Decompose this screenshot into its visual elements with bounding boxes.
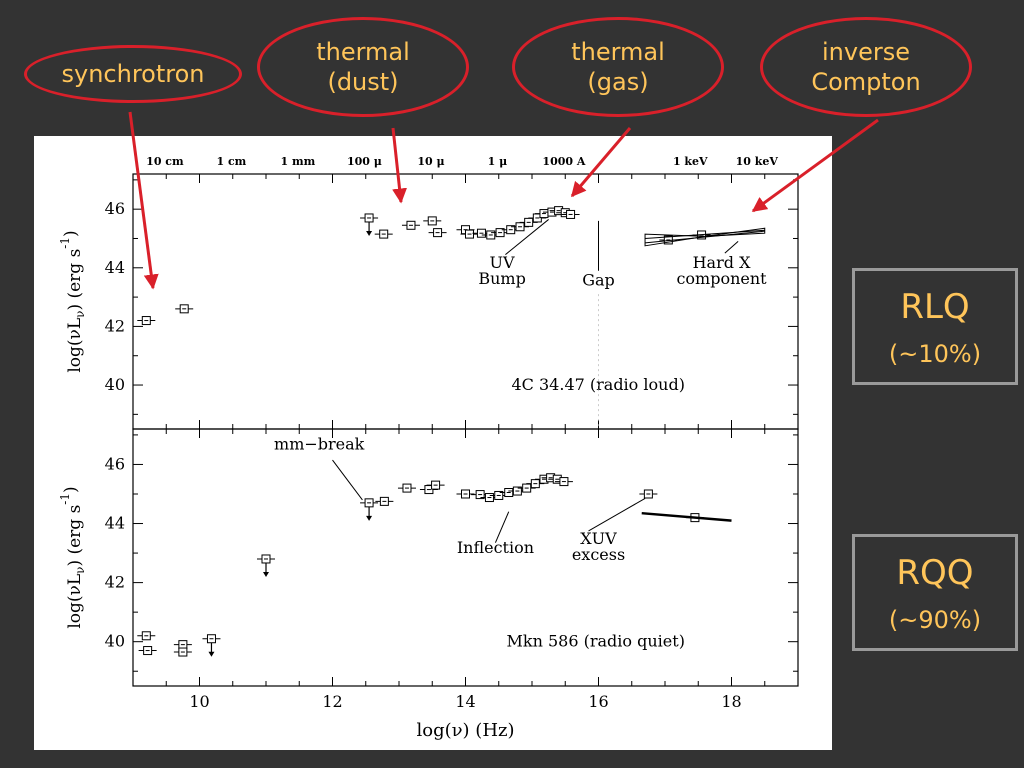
- upper-limit-arrowhead: [366, 230, 373, 236]
- y-tick-label: 44: [105, 514, 125, 533]
- top-axis-label: 1 mm: [281, 155, 316, 168]
- rlq-label-box: RLQ (~10%): [852, 268, 1018, 385]
- callout-inverse-compton: inverse Compton: [760, 17, 972, 117]
- x-axis-label: log(ν) (Hz): [416, 720, 514, 741]
- xuv-leader: [588, 497, 646, 532]
- panel-2-name: Mkn 586 (radio quiet): [507, 632, 685, 651]
- x-tick-label: 12: [322, 692, 342, 711]
- rqq-label-box: RQQ (~90%): [852, 534, 1018, 651]
- callout-thermal-gas: thermal (gas): [512, 17, 724, 117]
- top-axis-label: 10 keV: [736, 155, 779, 168]
- callout-thermal-dust: thermal (dust): [257, 17, 469, 117]
- callout-synchrotron-line-1: synchrotron: [61, 60, 205, 88]
- annotation-2-3: excess: [572, 545, 625, 564]
- xray-bowtie-mid2: [645, 229, 765, 239]
- rlq-fraction: (~10%): [888, 340, 982, 368]
- top-axis-label: 1 cm: [217, 155, 247, 168]
- top-axis-label: 1 keV: [673, 155, 708, 168]
- rqq-fraction: (~90%): [888, 606, 982, 634]
- annotation-1-3: component: [676, 269, 767, 288]
- panel-frame-1: [132, 173, 799, 430]
- xray-bowtie-mid: [645, 230, 765, 244]
- callout-synchrotron: synchrotron: [24, 45, 242, 103]
- callout-inverse-compton-line-2: Compton: [811, 68, 921, 96]
- annotation-2-1: mm−break: [274, 435, 365, 454]
- top-axis-label: 1000 A: [542, 155, 585, 168]
- uv-bump-leader: [505, 219, 549, 255]
- top-axis-label: 1 μ: [488, 155, 508, 168]
- panel-frame-2: [132, 428, 799, 687]
- x-tick-label: 16: [588, 692, 608, 711]
- callout-thermal-gas-line-2: (gas): [587, 68, 649, 96]
- y-axis-label-2: log(νLν) (erg s-1): [58, 486, 87, 628]
- upper-limit-arrowhead: [208, 651, 215, 657]
- callout-thermal-gas-line-1: thermal: [571, 38, 665, 66]
- hard-x-leader: [724, 241, 739, 254]
- y-tick-label: 42: [105, 316, 125, 335]
- rqq-label: RQQ: [896, 553, 974, 593]
- upper-limit-arrowhead: [366, 515, 373, 521]
- rlq-label: RLQ: [900, 287, 970, 327]
- inflection-leader: [494, 511, 510, 543]
- top-axis-label: 10 μ: [417, 155, 444, 168]
- annotation-1-2: Gap: [582, 270, 615, 289]
- xray-powerlaw: [641, 511, 732, 522]
- annotation-1-1: UV: [490, 253, 515, 272]
- xray-bowtie-left: [644, 233, 705, 247]
- y-tick-label: 42: [105, 573, 125, 592]
- annotation-1-3: Hard X: [693, 253, 751, 272]
- y-tick-label: 46: [105, 199, 125, 218]
- callout-inverse-compton-line-1: inverse: [822, 38, 910, 66]
- top-axis-label: 100 μ: [347, 155, 382, 168]
- callout-thermal-dust-line-2: (dust): [327, 68, 399, 96]
- y-tick-label: 46: [105, 454, 125, 473]
- sed-figure: 10 12 14 16 18 log(ν) (Hz) 10 cm 1 cm 1 mm 100 μ 1…: [34, 136, 832, 750]
- x-tick-label: 14: [455, 692, 475, 711]
- top-axis-label: 10 cm: [146, 155, 184, 168]
- sed-plot: 10 12 14 16 18 log(ν) (Hz) 10 cm 1 cm 1 mm 100 μ 1…: [58, 155, 799, 741]
- y-tick-label: 40: [105, 375, 125, 394]
- y-axis-label-1: log(νLν) (erg s-1): [58, 230, 87, 372]
- annotation-2-3: XUV: [580, 529, 617, 548]
- x-tick-label: 18: [721, 692, 741, 711]
- annotation-2-2: Inflection: [457, 538, 534, 557]
- y-tick-label: 40: [105, 632, 125, 651]
- callout-thermal-dust-line-1: thermal: [316, 38, 410, 66]
- mm-break-leader: [332, 459, 363, 501]
- upper-limit-arrowhead: [263, 571, 269, 577]
- y-tick-label: 44: [105, 258, 125, 277]
- annotation-1-1: Bump: [478, 269, 525, 288]
- x-tick-label: 10: [189, 692, 209, 711]
